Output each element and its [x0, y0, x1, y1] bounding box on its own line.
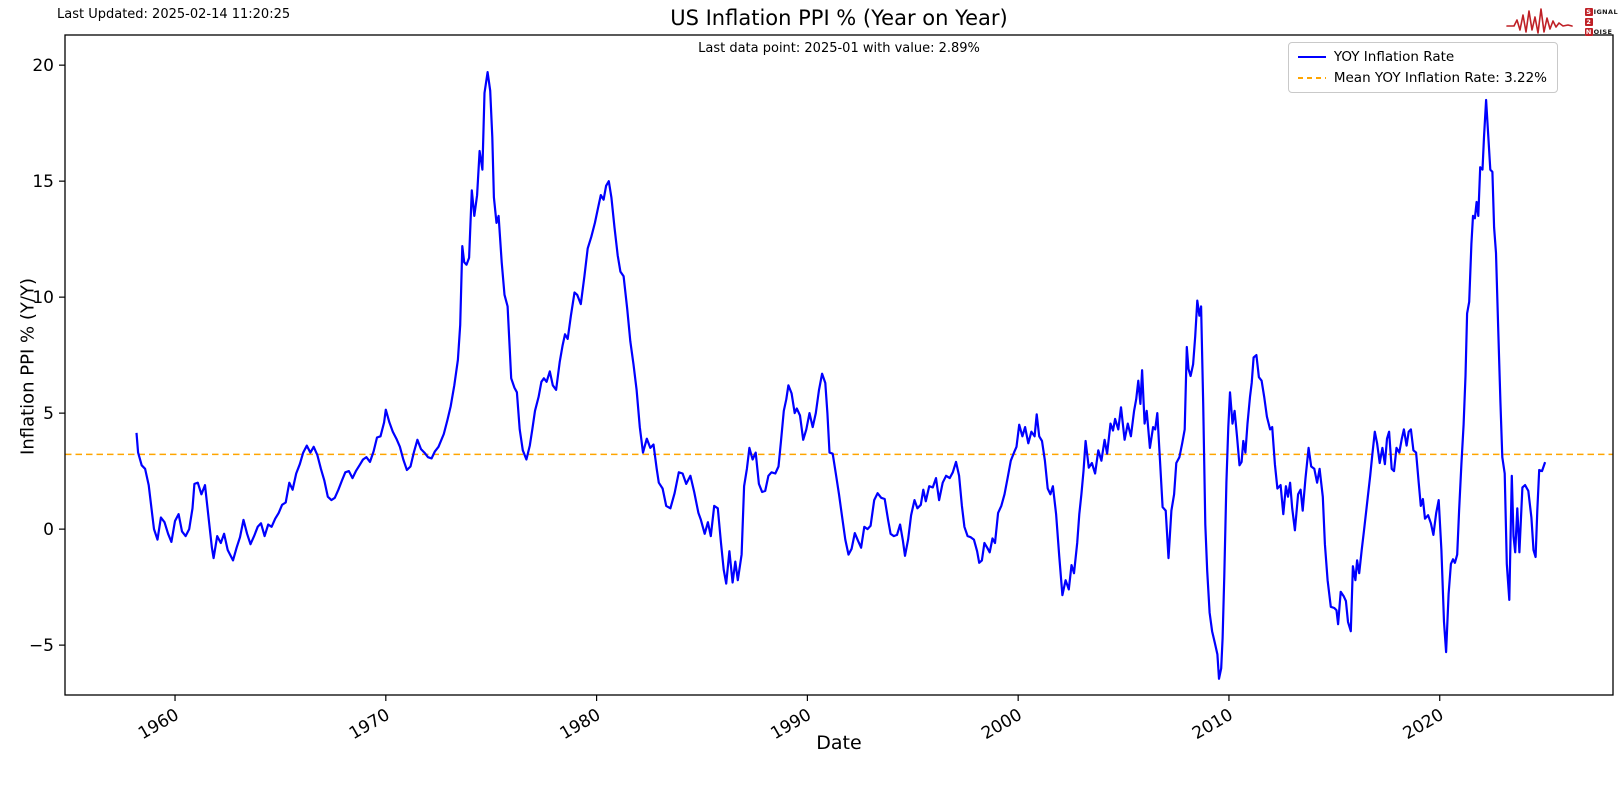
logo-text: S IGNAL 2 N OISE — [1584, 7, 1618, 37]
signal2noise-logo: S IGNAL 2 N OISE — [1486, 3, 1618, 41]
page-title: US Inflation PPI % (Year on Year) — [670, 6, 1008, 30]
y-axis-label: Inflation PPI % (Y/Y) — [17, 278, 39, 455]
blue-line-swatch-icon — [1297, 56, 1326, 58]
logo-row-noise: N OISE — [1584, 27, 1613, 36]
legend-item-yoy: YOY Inflation Rate — [1297, 49, 1547, 65]
legend: YOY Inflation Rate Mean YOY Inflation Ra… — [1287, 42, 1558, 93]
y-tick-label: −5 — [29, 636, 54, 656]
y-tick-label: 15 — [32, 172, 54, 192]
plot-border — [64, 34, 1614, 696]
y-tick-label: 5 — [43, 404, 54, 424]
y-tick-label: 0 — [43, 520, 54, 540]
last-updated-text: Last Updated: 2025-02-14 11:20:25 — [57, 7, 291, 22]
x-axis-label: Date — [816, 732, 862, 754]
chart-subtitle: Last data point: 2025-01 with value: 2.8… — [698, 41, 980, 56]
logo-letterbox-n: N — [1584, 27, 1593, 36]
y-tick-label: 20 — [32, 56, 54, 76]
logo-row-2: 2 — [1584, 17, 1618, 27]
logo-letterbox-s: S — [1584, 7, 1593, 16]
heartbeat-waveform-icon — [1505, 8, 1573, 34]
yoy-inflation-line — [135, 70, 1547, 680]
logo-row-signal: S IGNAL — [1584, 7, 1618, 16]
logo-letterbox-2: 2 — [1584, 17, 1593, 26]
legend-label: Mean YOY Inflation Rate: 3.22% — [1333, 70, 1547, 86]
legend-item-mean: Mean YOY Inflation Rate: 3.22% — [1297, 70, 1547, 86]
y-tick-label: 10 — [32, 288, 54, 308]
orange-dashed-swatch-icon — [1297, 77, 1326, 79]
legend-label: YOY Inflation Rate — [1333, 49, 1455, 65]
